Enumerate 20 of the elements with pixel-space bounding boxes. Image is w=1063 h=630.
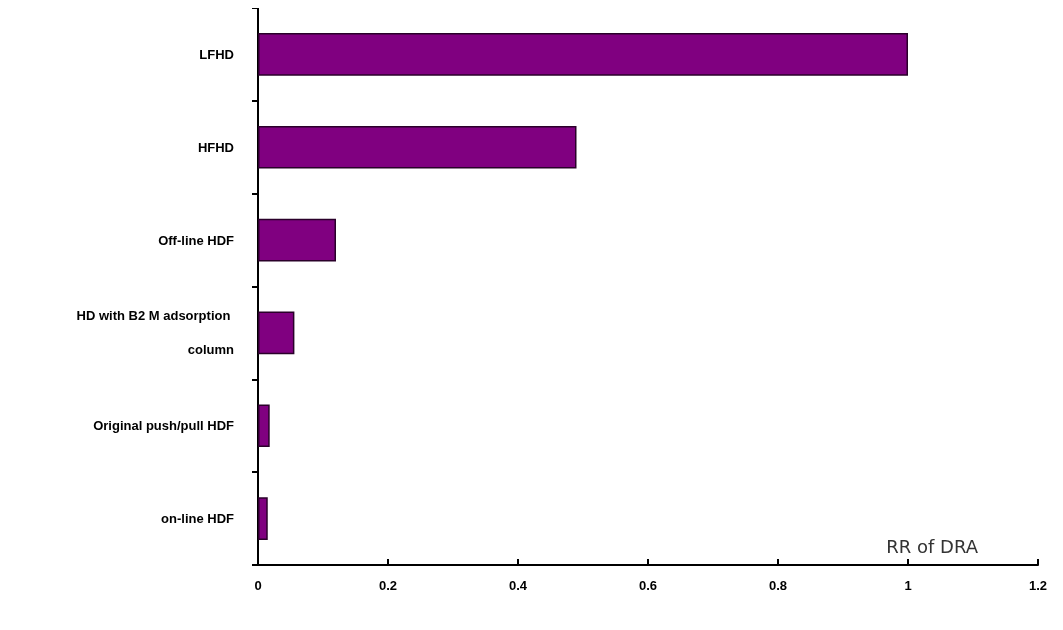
y-tick-label: Off-line HDF	[158, 232, 235, 248]
x-tick-label: 0.2	[378, 578, 398, 593]
bar	[258, 404, 270, 448]
x-tick-label: 1	[904, 578, 912, 593]
y-tick-label: HFHD	[197, 139, 234, 155]
bar	[258, 497, 268, 540]
x-tick-label: 0	[254, 578, 262, 593]
bar	[258, 125, 577, 169]
x-axis-title: RR of DRA	[886, 535, 979, 557]
bar	[258, 218, 336, 262]
x-tick-label: 0.4	[508, 578, 528, 593]
category-label: HD with B2 M adsorption column	[76, 308, 234, 358]
y-tick-label: Original push/pull HDF	[93, 418, 235, 434]
y-tick-label: on-line HDF	[161, 511, 235, 527]
bar	[258, 311, 295, 355]
y-tick-label: LFHD	[199, 46, 234, 62]
bar	[258, 33, 908, 76]
x-tick-label: 0.8	[768, 578, 788, 593]
x-tick-label: 0.6	[638, 578, 658, 593]
x-tick-label: 1.2	[1028, 578, 1048, 593]
